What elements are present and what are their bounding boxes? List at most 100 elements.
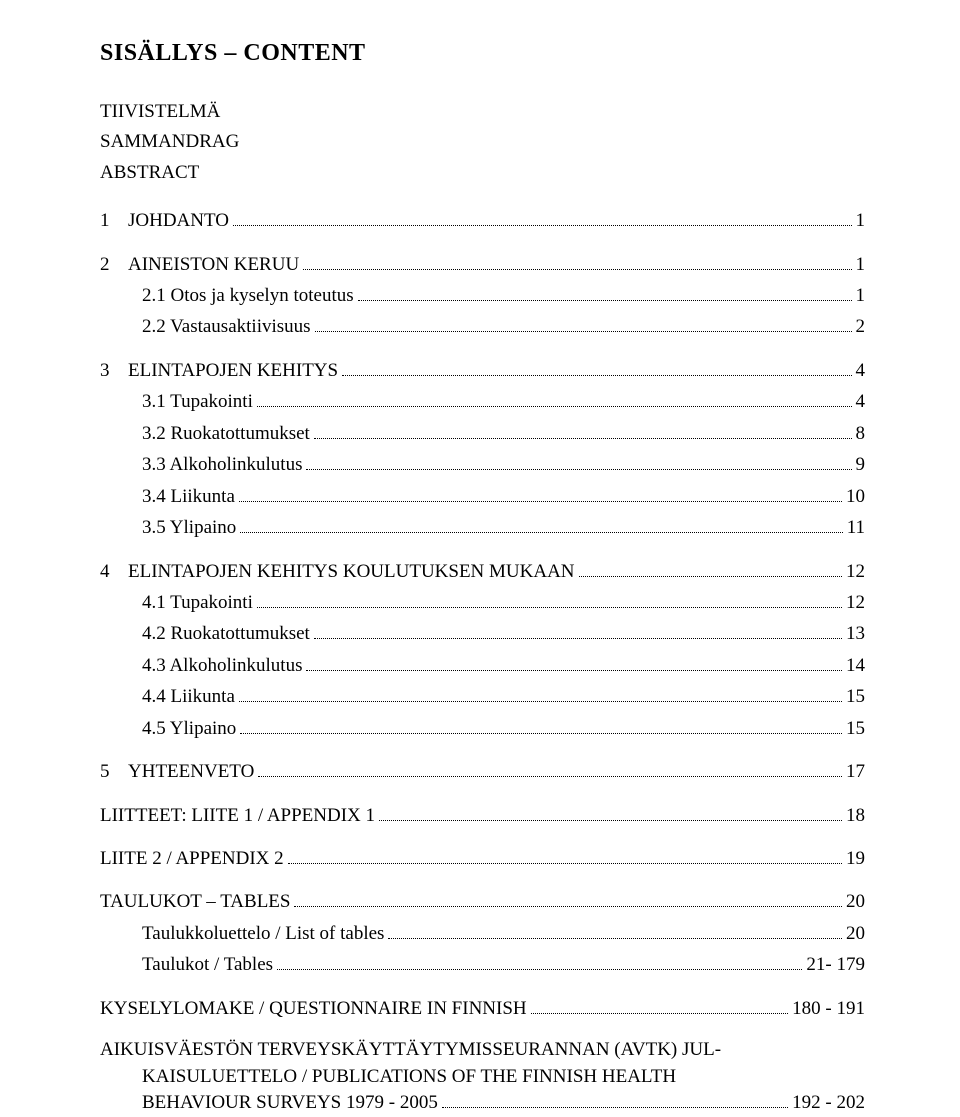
toc-entry: 3.4 Liikunta 10 [100, 482, 865, 511]
toc-leader [314, 622, 842, 639]
toc-leader [239, 485, 842, 502]
toc-section-number: 1 [100, 206, 128, 235]
toc-page: 1 [856, 206, 866, 235]
toc-section-number: 4 [100, 557, 128, 586]
toc-leader [306, 654, 842, 671]
toc-label: 3.3 Alkoholinkulutus [142, 450, 302, 479]
toc-leader [288, 847, 842, 864]
toc-page: 20 [846, 919, 865, 948]
toc-label: KYSELYLOMAKE / QUESTIONNAIRE IN FINNISH [100, 994, 527, 1023]
toc-entry: Taulukkoluettelo / List of tables 20 [100, 919, 865, 948]
toc-page: 9 [856, 450, 866, 479]
toc-label: Taulukkoluettelo / List of tables [142, 919, 384, 948]
toc-leader [306, 453, 851, 470]
toc-label: 2.1 Otos ja kyselyn toteutus [142, 281, 354, 310]
toc-label: 3.1 Tupakointi [142, 387, 253, 416]
toc-entry: LIITE 2 / APPENDIX 2 19 [100, 844, 865, 873]
toc-page: 180 - 191 [792, 994, 865, 1023]
toc-label: 3.4 Liikunta [142, 482, 235, 511]
front-matter-item: ABSTRACT [100, 158, 865, 188]
toc-entry: 3.2 Ruokatottumukset 8 [100, 419, 865, 448]
toc-page: 2 [856, 312, 866, 341]
toc-leader [240, 717, 842, 734]
toc-leader [240, 516, 842, 533]
toc-entry: LIITTEET: LIITE 1 / APPENDIX 118 [100, 801, 865, 830]
toc-entry: 2AINEISTON KERUU1 [100, 250, 865, 279]
toc-page: 21- 179 [806, 950, 865, 979]
toc-leader [442, 1091, 788, 1108]
toc-entry: 3ELINTAPOJEN KEHITYS 4 [100, 356, 865, 385]
toc-leader [257, 591, 842, 608]
toc-page: 18 [846, 801, 865, 830]
toc-page: 192 - 202 [792, 1090, 865, 1117]
toc-label: YHTEENVETO [128, 757, 254, 786]
toc-label: AIKUISVÄESTÖN TERVEYSKÄYTTÄYTYMISSEURANN… [100, 1037, 865, 1064]
toc-entry: 2.2 Vastausaktiivisuus 2 [100, 312, 865, 341]
toc-entry: 4.2 Ruokatottumukset 13 [100, 619, 865, 648]
toc-entry: 4.4 Liikunta15 [100, 682, 865, 711]
toc-label: TAULUKOT – TABLES [100, 887, 290, 916]
toc-page: 19 [846, 844, 865, 873]
toc-entry: 1JOHDANTO1 [100, 206, 865, 235]
table-of-contents: 1JOHDANTO12AINEISTON KERUU12.1 Otos ja k… [100, 206, 865, 1023]
toc-leader [258, 760, 842, 777]
toc-entry: Taulukot / Tables 21- 179 [100, 950, 865, 979]
toc-label: 3.5 Ylipaino [142, 513, 236, 542]
toc-label: 4.1 Tupakointi [142, 588, 253, 617]
toc-page: 15 [846, 714, 865, 743]
toc-label: 4.2 Ruokatottumukset [142, 619, 310, 648]
toc-entry: 4.1 Tupakointi 12 [100, 588, 865, 617]
toc-entry-multiline: AIKUISVÄESTÖN TERVEYSKÄYTTÄYTYMISSEURANN… [100, 1037, 865, 1117]
toc-leader [239, 685, 842, 702]
page-title: SISÄLLYS – CONTENT [100, 40, 865, 67]
toc-label: KAISULUETTELO / PUBLICATIONS OF THE FINN… [100, 1064, 865, 1091]
toc-section-number: 5 [100, 757, 128, 786]
toc-label: LIITE 2 / APPENDIX 2 [100, 844, 284, 873]
toc-page: 20 [846, 887, 865, 916]
toc-section-number: 3 [100, 356, 128, 385]
toc-label: ELINTAPOJEN KEHITYS [128, 356, 338, 385]
toc-label: BEHAVIOUR SURVEYS 1979 - 2005 [142, 1090, 438, 1117]
toc-label: 4.3 Alkoholinkulutus [142, 651, 302, 680]
toc-label: ELINTAPOJEN KEHITYS KOULUTUKSEN MUKAAN [128, 557, 575, 586]
toc-entry: 3.5 Ylipaino 11 [100, 513, 865, 542]
toc-leader [342, 359, 851, 376]
front-matter: TIIVISTELMÄ SAMMANDRAG ABSTRACT [100, 97, 865, 188]
toc-leader [358, 284, 852, 301]
toc-entry: 5YHTEENVETO17 [100, 757, 865, 786]
toc-leader [233, 209, 852, 226]
toc-label: Taulukot / Tables [142, 950, 273, 979]
toc-page: 12 [846, 588, 865, 617]
toc-leader [303, 253, 851, 270]
toc-leader [579, 559, 842, 576]
toc-entry: KYSELYLOMAKE / QUESTIONNAIRE IN FINNISH 1… [100, 994, 865, 1023]
toc-label: AINEISTON KERUU [128, 250, 299, 279]
toc-label: 3.2 Ruokatottumukset [142, 419, 310, 448]
toc-section-number: 2 [100, 250, 128, 279]
front-matter-item: SAMMANDRAG [100, 127, 865, 157]
toc-label: 4.5 Ylipaino [142, 714, 236, 743]
toc-entry: 3.3 Alkoholinkulutus 9 [100, 450, 865, 479]
toc-leader [277, 953, 802, 970]
toc-page: 8 [856, 419, 866, 448]
toc-page: 15 [846, 682, 865, 711]
toc-entry: 2.1 Otos ja kyselyn toteutus 1 [100, 281, 865, 310]
toc-page: 10 [846, 482, 865, 511]
toc-entry: 4.5 Ylipaino 15 [100, 714, 865, 743]
toc-entry: 4.3 Alkoholinkulutus14 [100, 651, 865, 680]
toc-leader [388, 922, 842, 939]
toc-label: 2.2 Vastausaktiivisuus [142, 312, 311, 341]
toc-page: 4 [856, 387, 866, 416]
toc-entry: TAULUKOT – TABLES 20 [100, 887, 865, 916]
toc-label: JOHDANTO [128, 206, 229, 235]
toc-leader [294, 890, 842, 907]
toc-leader [257, 390, 852, 407]
toc-page: 1 [856, 281, 866, 310]
front-matter-item: TIIVISTELMÄ [100, 97, 865, 127]
toc-page: 11 [847, 513, 865, 542]
toc-page: 13 [846, 619, 865, 648]
toc-page: 12 [846, 557, 865, 586]
toc-page: 4 [856, 356, 866, 385]
toc-leader [315, 315, 852, 332]
toc-entry: 4ELINTAPOJEN KEHITYS KOULUTUKSEN MUKAAN 1… [100, 557, 865, 586]
